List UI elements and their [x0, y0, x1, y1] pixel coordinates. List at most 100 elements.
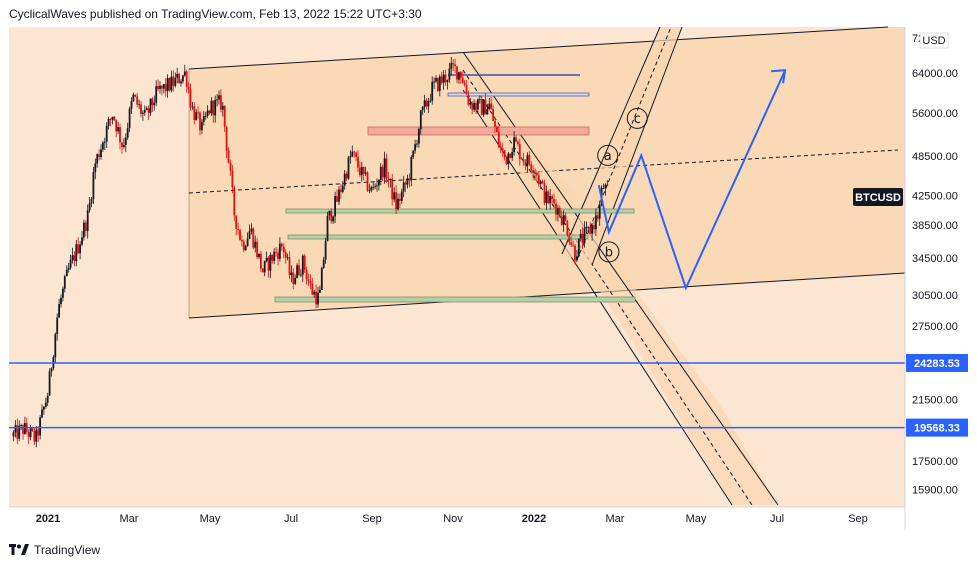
candle-body [374, 186, 376, 188]
candle-body [606, 184, 609, 186]
candle-body [353, 151, 356, 153]
candle-body [418, 129, 420, 144]
candle-body [136, 96, 139, 105]
candle-body [43, 406, 45, 410]
candle-body [79, 244, 81, 254]
candle-body [58, 304, 60, 318]
candle-body [427, 101, 430, 107]
currency-label: USD [922, 35, 945, 47]
candle-body [497, 132, 500, 147]
candle-body [414, 144, 416, 151]
candle-body [379, 166, 382, 180]
candle-body [143, 110, 146, 113]
candle-body [123, 144, 125, 147]
candle-body [416, 143, 418, 145]
candle-body [290, 272, 293, 275]
candle-body [98, 154, 100, 158]
candle-body [260, 253, 262, 269]
candle-body [541, 181, 544, 183]
candle-body [168, 78, 171, 91]
candle-body [44, 402, 47, 407]
candle-body [265, 257, 268, 262]
candle-body [248, 231, 251, 239]
time-tick-label: Nov [443, 513, 463, 525]
candle-body [456, 66, 458, 80]
candle-body [24, 423, 26, 434]
candle-body [292, 272, 295, 284]
candle-body [553, 199, 555, 204]
candle-body [589, 226, 592, 234]
candle-body [301, 255, 304, 275]
candle-body [488, 103, 491, 109]
candle-body [71, 255, 74, 260]
candle-body [185, 71, 188, 87]
candle-body [233, 187, 236, 216]
candle-body [41, 409, 43, 418]
candle-body [176, 73, 179, 78]
price-axis: 64000.00 56000.00 48500.00 42500.00 38500.00… [912, 32, 958, 497]
candle-body [145, 108, 148, 110]
time-tick-label: Sep [362, 513, 382, 525]
candle-body [326, 215, 329, 242]
candle-body [579, 233, 582, 239]
candle-body [530, 164, 533, 171]
candle-body [29, 428, 32, 438]
price-tick-label: 30500.00 [912, 290, 958, 302]
candle-body [140, 104, 142, 114]
candle-body [320, 268, 323, 290]
candle-body [555, 203, 557, 215]
candle-body [343, 173, 346, 186]
price-tick-label: 27500.00 [912, 321, 958, 333]
candle-body [393, 192, 396, 200]
candle-body [558, 207, 561, 217]
candle-body [345, 173, 348, 179]
candle-body [355, 152, 357, 157]
candle-body [161, 85, 163, 89]
price-tick-label: 15900.00 [912, 485, 958, 497]
candle-body [400, 191, 403, 201]
candle-body [572, 244, 574, 246]
candle-body [130, 101, 133, 109]
candle-body [261, 268, 264, 273]
candle-body [442, 74, 445, 83]
price-level-badge-label-2: 19568.33 [914, 423, 960, 435]
candle-body [189, 89, 192, 108]
candle-body [570, 242, 573, 245]
time-tick-label: 2021 [36, 513, 60, 525]
candle-body [50, 368, 53, 372]
candle-body [86, 210, 89, 232]
candle-body [100, 149, 102, 157]
candle-body [522, 159, 525, 163]
candle-body [33, 430, 36, 442]
candle-body [197, 112, 199, 114]
candle-body [204, 115, 207, 117]
wave-circle-c [626, 107, 648, 129]
candle-body [524, 162, 527, 166]
candle-body [296, 265, 298, 278]
candle-body [562, 215, 565, 225]
candle-body [391, 178, 394, 200]
candle-body [39, 417, 41, 436]
candle-body [338, 189, 340, 202]
candle-body [208, 110, 211, 114]
candle-body [109, 119, 112, 120]
candle-body [587, 226, 590, 228]
candle-body [269, 254, 272, 271]
candle-body [444, 74, 447, 83]
candle-body [511, 152, 514, 158]
candle-body [461, 77, 464, 83]
candle-body [515, 137, 517, 142]
candle-body [378, 179, 380, 186]
candle-body [408, 178, 411, 181]
falling-channel-median [462, 69, 753, 506]
support-zone-2 [287, 234, 589, 240]
candle-body [475, 102, 477, 110]
candle-body [536, 172, 538, 176]
candle-body [229, 162, 232, 171]
candle-body [513, 137, 515, 152]
candle-body [94, 163, 97, 173]
steep-channel-left [561, 26, 661, 255]
projection-layer [597, 69, 787, 291]
candle-body [65, 269, 68, 277]
